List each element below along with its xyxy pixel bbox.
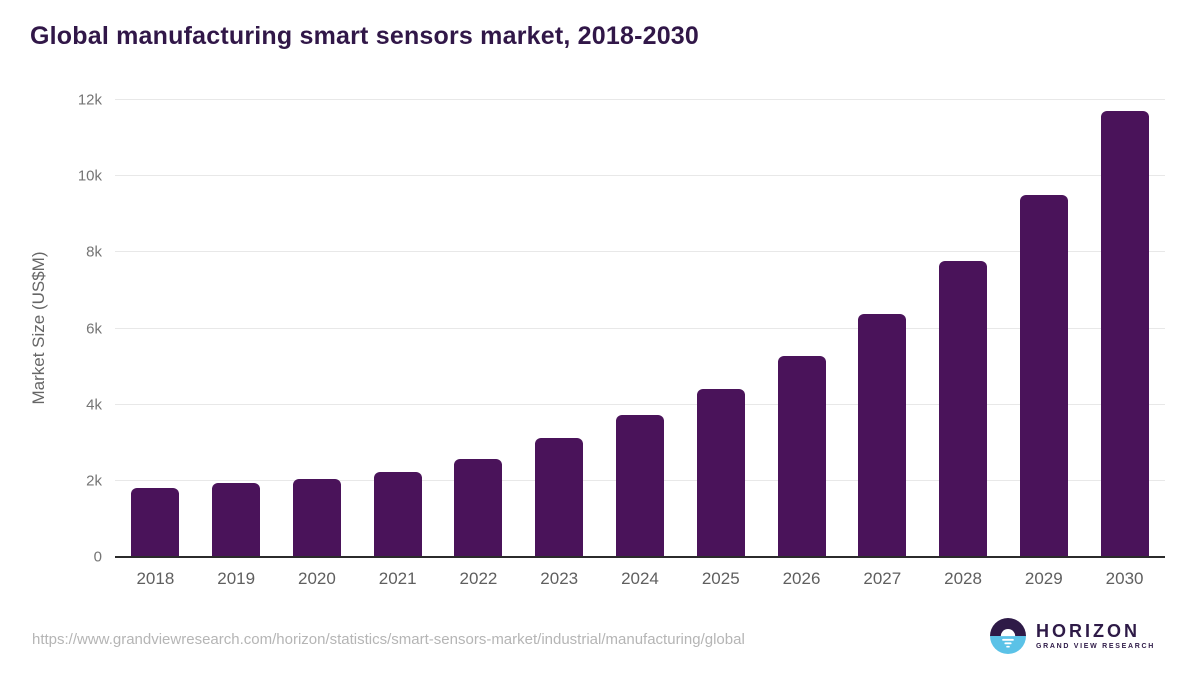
x-tick-label: 2029 [1024, 569, 1063, 588]
x-tick-label: 2020 [298, 569, 336, 588]
y-tick-label: 10k [77, 167, 102, 185]
bar-slot [277, 100, 358, 557]
y-tick-label: 12k [77, 91, 102, 109]
bar-slot [923, 100, 1004, 557]
gridline [115, 99, 1165, 100]
logo-subtitle: GRAND VIEW RESEARCH [1035, 642, 1155, 650]
bar-2021[interactable] [373, 471, 422, 557]
bar-slot [680, 100, 761, 557]
y-tick-label: 0 [93, 548, 102, 566]
bar-slot [196, 100, 277, 557]
x-tick-label: 2024 [621, 569, 659, 588]
x-tick-label: 2023 [540, 569, 579, 588]
x-axis-line [115, 556, 1165, 558]
bar-slot [438, 100, 519, 557]
bar-2022[interactable] [454, 458, 503, 557]
bar-slot [842, 100, 923, 557]
x-tick-label: 2018 [136, 569, 175, 588]
gridline [115, 175, 1165, 177]
bar-2026[interactable] [777, 355, 826, 557]
bar-2023[interactable] [535, 438, 584, 557]
source-url: https://www.grandviewresearch.com/horizo… [32, 631, 745, 648]
chart-title: Global manufacturing smart sensors marke… [30, 22, 700, 50]
y-tick-label: 2k [86, 472, 102, 490]
gridline [115, 251, 1165, 253]
bar-slot [357, 100, 438, 557]
x-tick-label: 2025 [701, 569, 740, 588]
x-tick-label: 2026 [782, 569, 821, 588]
bar-slot [1003, 100, 1084, 557]
bar-slot [1084, 100, 1165, 557]
bar-2030[interactable] [1100, 111, 1149, 557]
gridline [115, 327, 1165, 329]
y-tick-label: 8k [86, 243, 102, 261]
bar-2028[interactable] [939, 260, 988, 557]
y-tick-label: 6k [86, 320, 102, 337]
x-axis-tick-labels: 2018 2019 2020 2021 2022 2023 2024 2025 2026 2027… [115, 569, 1165, 589]
bar-2029[interactable] [1019, 195, 1068, 557]
y-tick-label: 4k [86, 396, 102, 414]
bar-2024[interactable] [615, 415, 664, 557]
gridline [115, 403, 1165, 405]
bar-slot [761, 100, 842, 557]
plot-area: 0 2k 4k 6k 8k 10k 12k 2018 2019 2020 2021 2022 2023… [78, 93, 1165, 588]
x-tick-label: 2021 [378, 569, 417, 588]
bar-slot [115, 100, 196, 557]
bars-container [115, 100, 1165, 557]
x-tick-label: 2028 [944, 569, 982, 588]
x-tick-label: 2019 [217, 569, 256, 588]
bar-2020[interactable] [292, 478, 341, 557]
y-axis-title: Market Size (US$M) [29, 251, 48, 405]
bar-2019[interactable] [212, 482, 261, 557]
horizon-logo: HORIZON GRAND VIEW RESEARCH [989, 618, 1155, 654]
bar-2025[interactable] [696, 388, 745, 557]
x-tick-label: 2022 [459, 569, 498, 588]
bar-2018[interactable] [131, 487, 180, 557]
bar-2027[interactable] [858, 313, 907, 557]
x-tick-label: 2030 [1105, 569, 1144, 588]
x-tick-label: 2027 [863, 569, 902, 588]
bar-slot [600, 100, 681, 557]
horizon-sun-icon [989, 618, 1026, 654]
bar-slot [519, 100, 600, 557]
logo-name: HORIZON [1035, 621, 1140, 642]
